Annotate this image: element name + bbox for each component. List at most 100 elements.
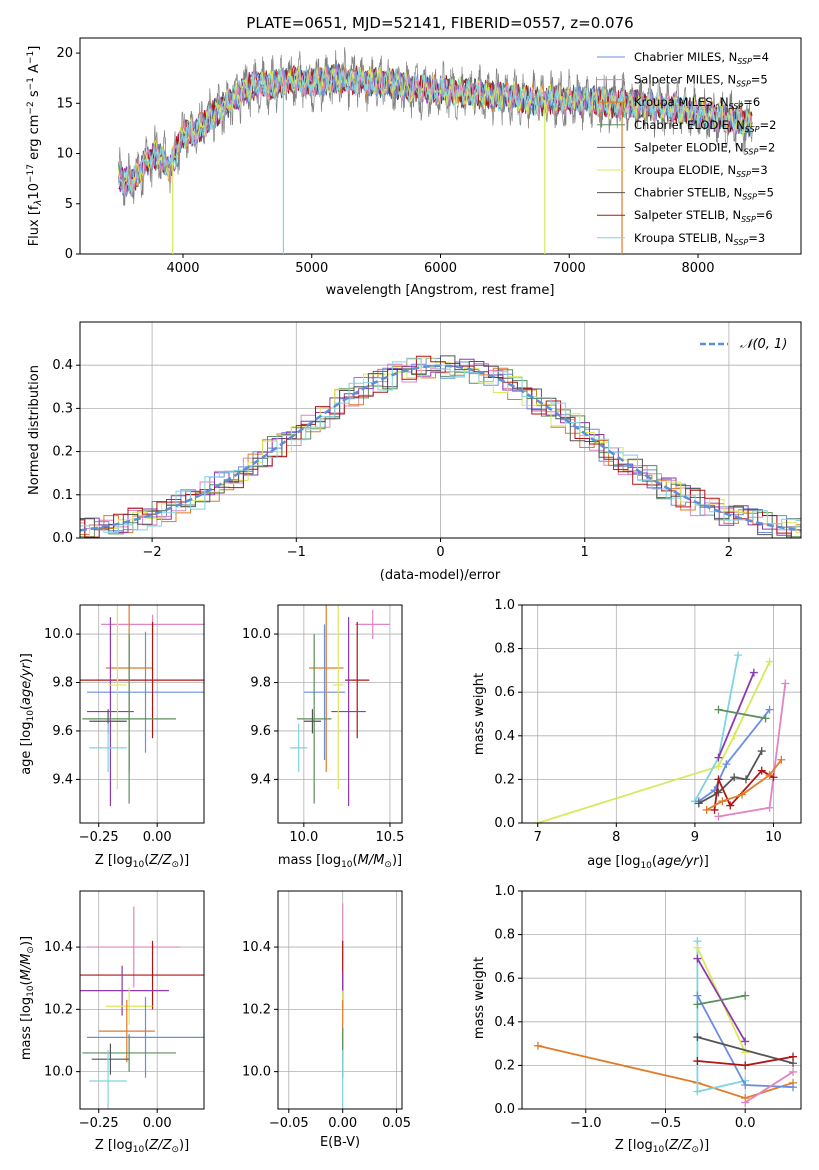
xtick-label: 10 <box>765 830 782 845</box>
residual-xtick-label: 0 <box>436 545 444 560</box>
xtick-label: 8 <box>612 830 620 845</box>
spectrum-ytick-label: 5 <box>65 197 73 212</box>
legend-label-salpeter-stelib: Salpeter STELIB, NSSP=6 <box>634 208 773 224</box>
series-line-chabrier-elodie <box>697 994 746 1006</box>
weight-vs-age-ylabel: mass weight <box>472 673 487 755</box>
xtick-label: 0.00 <box>143 1116 172 1131</box>
series-line-kroupa-miles <box>537 1044 794 1100</box>
ytick-label: 0.8 <box>494 928 515 943</box>
series-marker-kroupa-elodie <box>714 762 723 771</box>
xtick-label: 9 <box>691 830 699 845</box>
series-line-salpeter-elodie <box>717 672 755 758</box>
series-marker-salpeter-stelib <box>789 1052 798 1061</box>
series-marker-salpeter-miles <box>789 1067 798 1076</box>
series-marker-chabrier-miles <box>741 1081 750 1090</box>
axes-frame <box>79 604 205 824</box>
series-line-chabrier-miles <box>698 709 771 802</box>
series-marker-chabrier-miles <box>693 991 702 1000</box>
ytick-label: 1.0 <box>494 598 515 613</box>
series-marker-chabrier-elodie <box>693 1000 702 1009</box>
series-marker-chabrier-stelib <box>693 1033 702 1042</box>
xtick-label: −0.25 <box>79 1116 119 1131</box>
series-line-kroupa-elodie <box>537 661 771 823</box>
series-marker-salpeter-stelib <box>741 1061 750 1070</box>
ytick-label: 10.0 <box>44 1065 73 1080</box>
residual-xtick-label: −2 <box>143 545 162 560</box>
series-marker-kroupa-elodie <box>765 657 774 666</box>
ytick-label: 0.6 <box>494 685 515 700</box>
residual-xtick-label: 2 <box>725 545 733 560</box>
series-marker-chabrier-stelib <box>757 747 766 756</box>
series-marker-kroupa-miles <box>533 1041 542 1050</box>
spectrum-ticks: 4000 5000 6000 7000 8000 0 5 10 15 20 <box>56 46 714 276</box>
series-marker-chabrier-miles <box>789 1083 798 1092</box>
axes-frame <box>521 890 802 1110</box>
series-line-salpeter-stelib <box>713 769 774 811</box>
spectrum-model-line-kroupa-elodie <box>118 64 753 193</box>
figure-title: PLATE=0651, MJD=52141, FIBERID=0557, z=0… <box>246 14 633 32</box>
ytick-label: 10.0 <box>242 627 271 642</box>
spectrum-data-line <box>118 47 753 207</box>
spectrum-xtick-label: 6000 <box>424 261 457 276</box>
xtick-label: 10.0 <box>289 830 318 845</box>
series-marker-salpeter-stelib <box>714 775 723 784</box>
series-marker-chabrier-miles <box>765 705 774 714</box>
residual-hist-chabrier-stelib <box>80 355 801 538</box>
xtick-label: −1.0 <box>570 1116 602 1131</box>
spectrum-xtick-label: 5000 <box>295 261 328 276</box>
weight-vs-z-xlabel: Z [log10(Z/Z⊙)] <box>615 1138 709 1155</box>
residual-ytick-label: 0.2 <box>52 445 73 460</box>
xtick-label: 0.05 <box>382 1116 411 1131</box>
ytick-label: 10.4 <box>44 940 73 955</box>
ytick-label: 0.8 <box>494 642 515 657</box>
series-marker-kroupa-miles <box>718 797 727 806</box>
spectrum-ytick-label: 0 <box>65 247 73 262</box>
series-line-chabrier-elodie <box>718 708 766 720</box>
age-vs-mass-xlabel: mass [log10(M/M⊙)] <box>278 853 402 870</box>
gauss-curve <box>79 364 802 532</box>
xtick-label: 10.5 <box>375 830 404 845</box>
axes-frame <box>79 890 205 1110</box>
xtick-label: 7 <box>534 830 542 845</box>
spectrum-ytick-label: 20 <box>56 46 73 61</box>
age-vs-z-ylabel: age [log10(age/yr)] <box>19 653 36 775</box>
legend-label-kroupa-stelib: Kroupa STELIB, NSSP=3 <box>634 231 765 247</box>
ytick-label: 1.0 <box>494 884 515 899</box>
legend-label-chabrier-miles: Chabrier MILES, NSSP=4 <box>634 50 769 66</box>
residual-grid <box>80 322 801 539</box>
legend-label-chabrier-elodie: Chabrier ELODIE, NSSP=2 <box>634 118 776 134</box>
ytick-label: 0.2 <box>494 772 515 787</box>
spectrum-xtick-label: 4000 <box>166 261 199 276</box>
series-marker-kroupa-miles <box>765 771 774 780</box>
mass-vs-ebv-xlabel: E(B-V) <box>320 1135 360 1150</box>
residual-ytick-label: 0.0 <box>52 531 73 546</box>
residual-ytick-label: 0.3 <box>52 401 73 416</box>
xtick-label: −0.05 <box>269 1116 309 1131</box>
series-marker-chabrier-stelib <box>714 788 723 797</box>
series-marker-salpeter-stelib <box>710 805 719 814</box>
legend-label-kroupa-miles: Kroupa MILES, NSSP=6 <box>634 95 760 111</box>
ytick-label: 0.2 <box>494 1058 515 1073</box>
age-vs-z-panel: −0.25 0.00 9.4 9.6 9.8 10.0 <box>44 604 205 845</box>
series-marker-salpeter-stelib <box>757 766 766 775</box>
ytick-label: 9.8 <box>52 676 73 691</box>
ytick-label: 10.4 <box>242 940 271 955</box>
spectrum-xtick-label: 7000 <box>553 261 586 276</box>
series-marker-chabrier-elodie <box>714 705 723 714</box>
mass-vs-z-xlabel: Z [log10(Z/Z⊙)] <box>95 1138 189 1155</box>
ytick-label: 9.6 <box>52 724 73 739</box>
residual-ytick-label: 0.1 <box>52 488 73 503</box>
ytick-label: 9.4 <box>52 772 73 787</box>
axes-frame <box>521 604 802 824</box>
spectrum-xtick-label: 8000 <box>681 261 714 276</box>
series-marker-salpeter-elodie <box>693 954 702 963</box>
series-marker-kroupa-miles <box>738 790 747 799</box>
residual-ylabel: Normed distribution <box>27 365 42 495</box>
series-marker-chabrier-elodie <box>761 714 770 723</box>
residual-hist-kroupa-stelib <box>80 357 801 533</box>
weight-vs-age-panel: 7 8 9 10 0.0 0.2 0.4 0.6 0.8 1.0 <box>494 598 802 845</box>
residual-xtick-label: −1 <box>287 545 306 560</box>
age-vs-mass-panel: 10.0 10.5 9.4 9.6 9.8 10.0 <box>242 604 404 845</box>
residual-hist-salpeter-miles <box>80 363 801 531</box>
series-marker-salpeter-elodie <box>714 753 723 762</box>
